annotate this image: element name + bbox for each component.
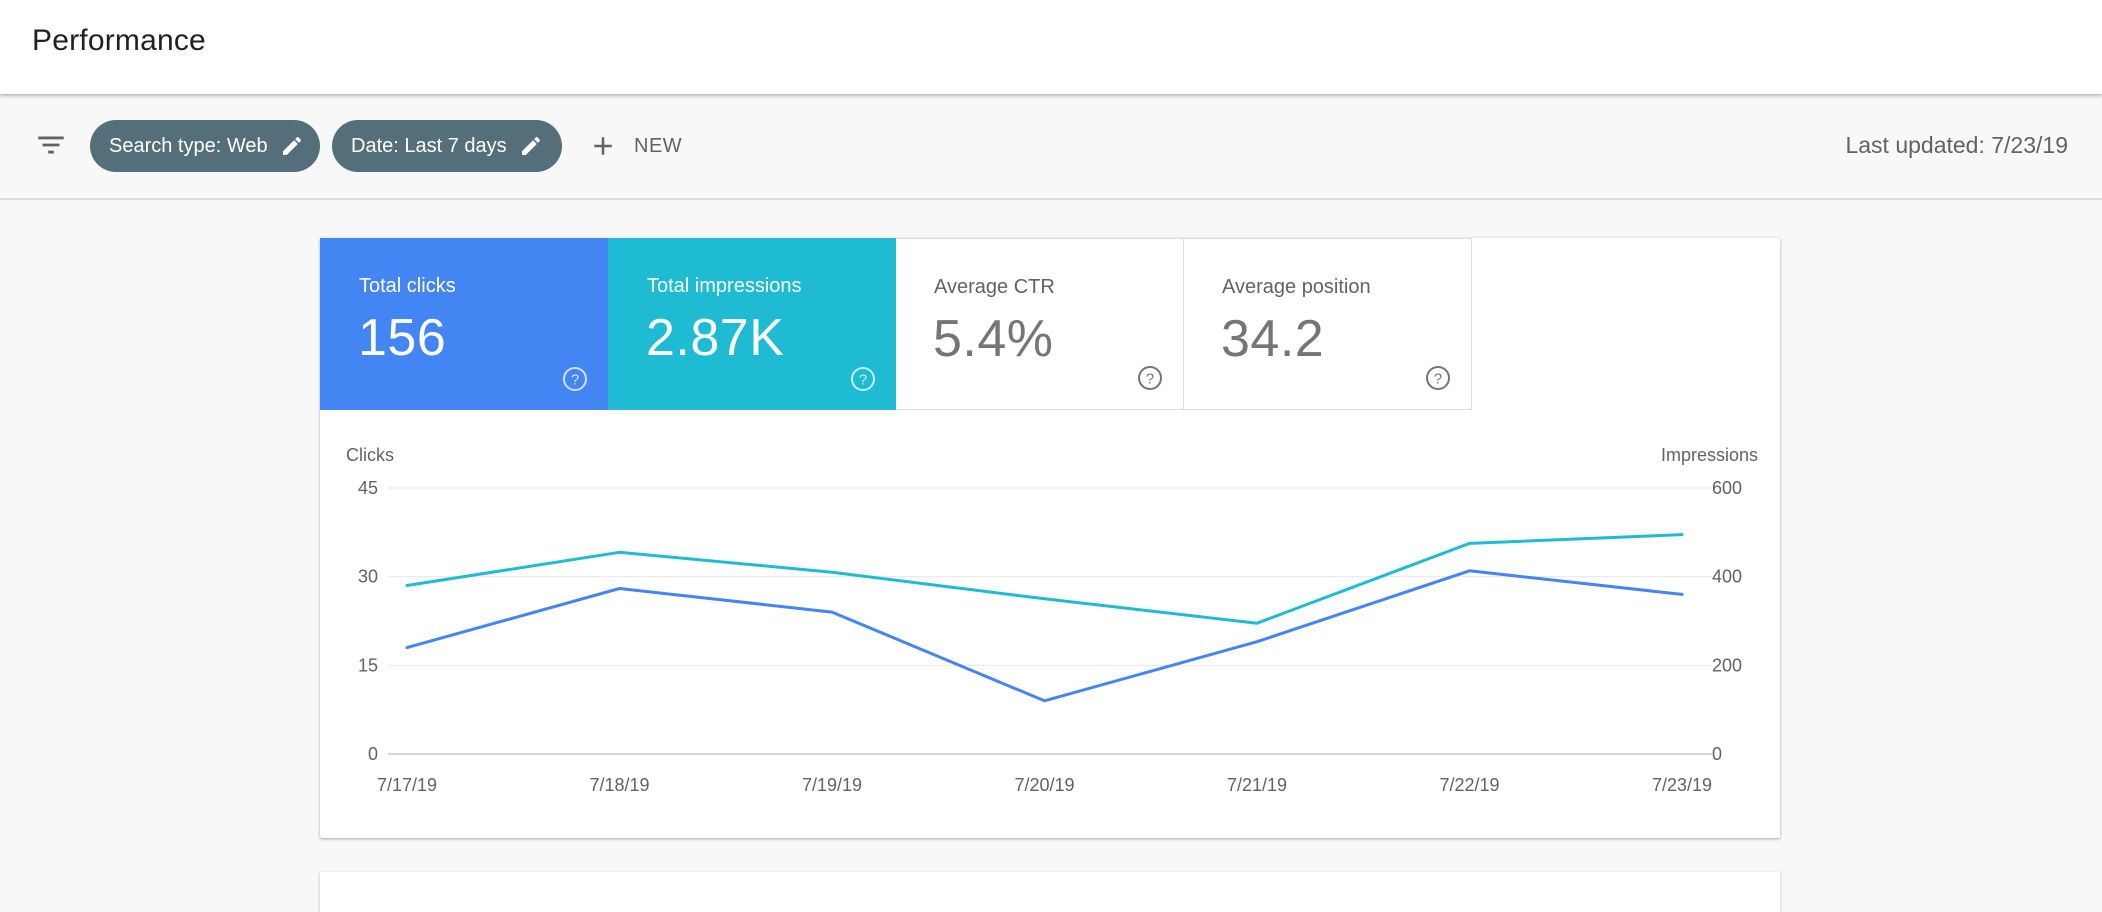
svg-text:?: ?: [1146, 371, 1154, 388]
chart-labels: Clicks Impressions 0 15 30 45 0 200 400 600 7/17/1…: [346, 445, 1758, 795]
search-type-chip[interactable]: Search type: Web: [90, 120, 320, 172]
date-chip-label: Date: Last 7 days: [351, 135, 507, 158]
date-chip[interactable]: Date: Last 7 days: [332, 120, 562, 172]
metric-tiles: Total clicks 156 ? Total impressions 2.8…: [320, 238, 1472, 410]
y-tick-right: 600: [1712, 478, 1742, 498]
y-tick-left: 45: [358, 478, 378, 498]
metric-label: Average position: [1222, 276, 1371, 299]
y-tick-right: 200: [1712, 655, 1742, 675]
svg-text:?: ?: [1434, 371, 1442, 388]
help-icon[interactable]: ?: [562, 366, 588, 392]
help-icon[interactable]: ?: [1137, 365, 1163, 391]
filter-list-icon[interactable]: [34, 128, 68, 162]
metric-total-clicks[interactable]: Total clicks 156 ?: [320, 238, 608, 410]
svg-text:?: ?: [859, 372, 867, 389]
y-axis-left-title: Clicks: [346, 445, 394, 465]
last-updated-text: Last updated: 7/23/19: [1845, 132, 2068, 159]
y-tick-right: 0: [1712, 744, 1722, 764]
metric-label: Total impressions: [647, 275, 802, 298]
help-icon[interactable]: ?: [1425, 365, 1451, 391]
y-tick-right: 400: [1712, 567, 1742, 587]
metric-average-ctr[interactable]: Average CTR 5.4% ?: [896, 238, 1184, 410]
metric-total-impressions[interactable]: Total impressions 2.87K ?: [608, 238, 896, 410]
chart-lines: [407, 535, 1682, 701]
metric-value: 2.87K: [646, 308, 784, 368]
metric-average-position[interactable]: Average position 34.2 ?: [1184, 238, 1472, 410]
x-tick: 7/20/19: [1014, 775, 1074, 795]
pencil-icon: [519, 134, 543, 158]
help-icon[interactable]: ?: [850, 366, 876, 392]
x-tick: 7/22/19: [1439, 775, 1499, 795]
series-line-impressions: [407, 535, 1682, 624]
x-tick: 7/18/19: [589, 775, 649, 795]
queries-card: [320, 872, 1780, 912]
performance-card: Total clicks 156 ? Total impressions 2.8…: [320, 238, 1780, 838]
filter-bar: Search type: Web Date: Last 7 days NEW L…: [0, 94, 2102, 200]
x-tick: 7/23/19: [1652, 775, 1712, 795]
performance-chart: Clicks Impressions 0 15 30 45 0 200 400 600 7/17/1…: [320, 410, 1780, 838]
app-header: Performance: [0, 0, 2102, 94]
metric-label: Average CTR: [934, 276, 1055, 299]
new-filter-label: NEW: [634, 135, 682, 158]
chart-grid: [388, 488, 1712, 754]
x-tick: 7/21/19: [1227, 775, 1287, 795]
metric-value: 34.2: [1221, 309, 1324, 369]
y-tick-left: 0: [368, 744, 378, 764]
metric-label: Total clicks: [359, 275, 456, 298]
y-axis-right-title: Impressions: [1661, 445, 1758, 465]
new-filter-button[interactable]: NEW: [588, 120, 682, 172]
svg-text:?: ?: [571, 372, 579, 389]
x-tick: 7/17/19: [377, 775, 437, 795]
series-line-clicks: [407, 571, 1682, 701]
plus-icon: [588, 131, 618, 161]
x-tick: 7/19/19: [802, 775, 862, 795]
page-title: Performance: [32, 24, 206, 58]
metric-value: 5.4%: [933, 309, 1054, 369]
y-tick-left: 15: [358, 655, 378, 675]
search-type-chip-label: Search type: Web: [109, 135, 268, 158]
y-tick-left: 30: [358, 567, 378, 587]
metric-value: 156: [358, 308, 446, 368]
pencil-icon: [280, 134, 304, 158]
